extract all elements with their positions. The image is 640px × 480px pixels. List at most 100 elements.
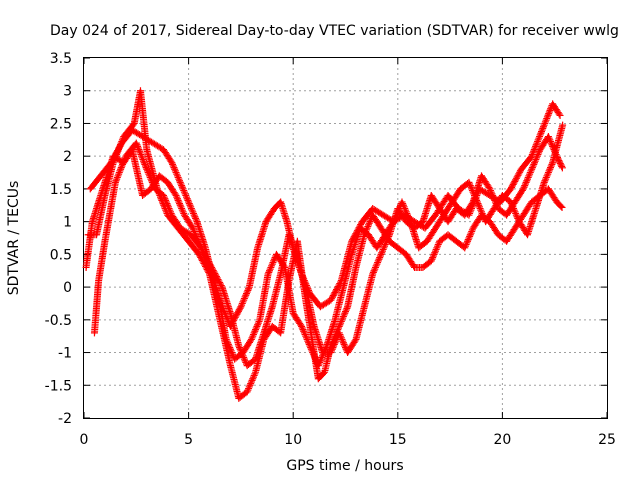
x-axis-label: GPS time / hours	[286, 458, 403, 474]
data-point	[534, 151, 542, 159]
data-point	[226, 344, 234, 352]
data-point	[235, 342, 243, 350]
data-point	[173, 193, 181, 201]
data-point	[330, 290, 338, 298]
data-point	[433, 244, 441, 252]
data-point	[555, 110, 563, 118]
data-point	[429, 252, 437, 260]
data-point	[473, 198, 481, 206]
data-point	[341, 309, 349, 317]
data-point	[139, 155, 147, 163]
data-point	[330, 340, 338, 348]
data-point	[521, 180, 529, 188]
data-point	[194, 236, 202, 244]
data-point	[376, 252, 384, 260]
data-point	[214, 276, 222, 284]
data-point	[250, 329, 258, 337]
data-point	[392, 211, 400, 219]
data-point	[523, 177, 531, 185]
data-point	[472, 195, 480, 203]
data-point	[547, 162, 555, 170]
data-point	[113, 173, 121, 181]
data-point	[335, 324, 343, 332]
data-point	[508, 182, 516, 190]
data-point	[487, 188, 495, 196]
data-point	[541, 118, 549, 126]
data-point	[116, 141, 124, 149]
data-point	[468, 226, 476, 234]
data-point	[394, 206, 402, 214]
data-point	[468, 227, 476, 235]
data-point	[510, 205, 518, 213]
data-point	[513, 173, 521, 181]
data-point	[533, 152, 541, 160]
data-point	[234, 309, 242, 317]
data-point	[545, 108, 553, 116]
data-point	[253, 322, 261, 330]
data-point	[365, 221, 373, 229]
data-point	[474, 200, 482, 208]
data-point	[507, 198, 515, 206]
data-point	[342, 308, 349, 316]
data-point	[545, 167, 553, 175]
data-point	[306, 342, 314, 350]
data-point	[182, 191, 190, 199]
data-point	[466, 180, 474, 188]
data-point	[467, 229, 475, 237]
data-point	[394, 208, 402, 216]
data-point	[382, 239, 390, 247]
data-point	[542, 116, 550, 124]
data-point	[244, 286, 252, 294]
data-point	[334, 326, 342, 334]
data-point	[524, 175, 532, 183]
y-tick-label: -2	[58, 411, 72, 427]
data-point	[205, 262, 213, 270]
data-point	[528, 165, 536, 173]
data-point	[198, 245, 206, 253]
data-point	[369, 268, 377, 276]
data-point	[465, 234, 473, 242]
data-point	[540, 178, 548, 186]
data-point	[543, 113, 551, 121]
data-point	[558, 162, 566, 170]
data-point	[332, 286, 340, 294]
data-point	[466, 182, 474, 190]
data-point	[469, 188, 477, 196]
data-point	[514, 214, 522, 222]
data-point	[373, 260, 381, 268]
data-point	[192, 216, 200, 224]
data-point	[508, 201, 516, 209]
data-point	[245, 383, 253, 391]
data-point	[233, 310, 241, 318]
data-point	[405, 214, 413, 222]
data-point	[238, 301, 246, 309]
data-point	[463, 239, 471, 247]
data-point	[466, 231, 474, 239]
data-point	[190, 211, 198, 219]
data-point	[513, 213, 521, 221]
data-point	[329, 292, 337, 300]
data-point	[429, 254, 437, 262]
y-tick-label: 2.5	[50, 116, 72, 132]
data-point	[511, 177, 519, 185]
data-point	[531, 144, 539, 152]
data-point	[490, 195, 498, 203]
data-point	[266, 265, 274, 273]
data-point	[142, 164, 150, 172]
y-tick-label: -1	[58, 346, 72, 362]
data-point	[522, 178, 530, 186]
data-point	[249, 375, 257, 383]
data-point	[431, 249, 439, 257]
data-point	[240, 355, 248, 363]
data-point	[164, 203, 172, 211]
data-point	[434, 242, 442, 250]
data-point	[332, 337, 340, 345]
data-point	[535, 147, 543, 155]
data-point	[297, 321, 305, 329]
data-point	[251, 370, 259, 378]
data-point	[267, 263, 275, 271]
data-point	[174, 196, 182, 204]
x-tick-label: 20	[493, 432, 511, 448]
data-point	[530, 160, 538, 168]
data-point	[366, 218, 374, 226]
